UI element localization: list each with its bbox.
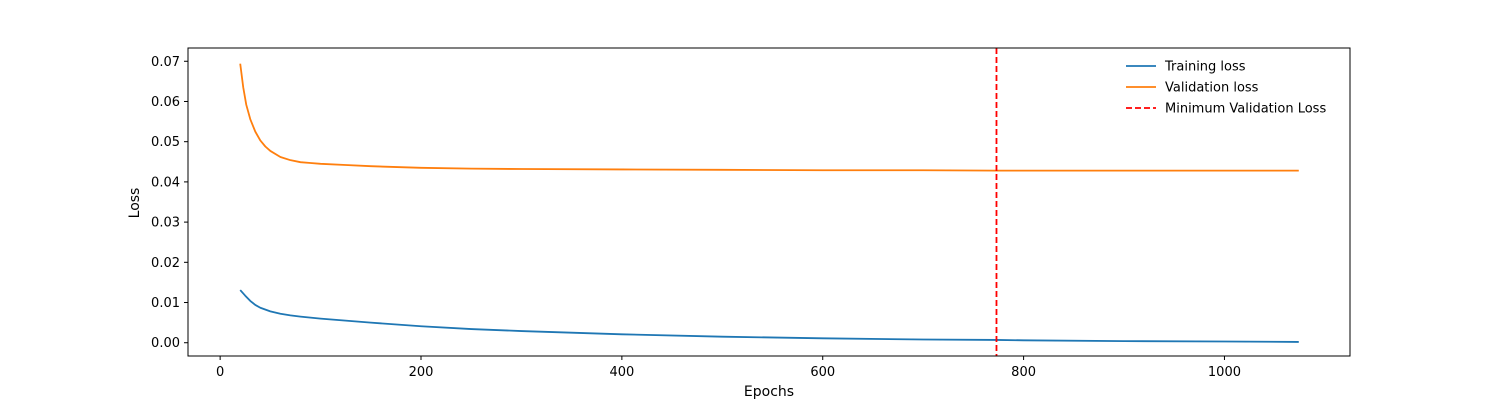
y-tick-label: 0.07 xyxy=(151,55,180,70)
x-tick-label: 400 xyxy=(609,365,634,380)
legend-label: Training loss xyxy=(1164,60,1246,75)
plot-frame xyxy=(187,47,1351,357)
y-tick-label: 0.05 xyxy=(151,135,180,150)
legend-label: Minimum Validation Loss xyxy=(1165,102,1326,117)
legend-label: Validation loss xyxy=(1165,81,1259,96)
y-tick-label: 0.04 xyxy=(151,175,180,190)
x-tick-label: 800 xyxy=(1011,365,1036,380)
y-tick-label: 0.01 xyxy=(151,296,180,311)
x-tick-label: 200 xyxy=(409,365,434,380)
x-tick-label: 600 xyxy=(810,365,835,380)
x-tick-label: 0 xyxy=(216,365,224,380)
training-loss-line xyxy=(239,289,1299,343)
x-tick-label: 1000 xyxy=(1208,365,1241,380)
validation-loss-line xyxy=(239,63,1299,172)
y-tick-label: 0.03 xyxy=(151,216,180,231)
y-tick-label: 0.02 xyxy=(151,256,180,271)
y-tick-label: 0.06 xyxy=(151,95,180,110)
x-axis-label: Epochs xyxy=(744,384,794,400)
y-axis: 0.00 0.01 0.02 0.03 0.04 0.05 0.06 0.07 xyxy=(151,55,188,351)
y-tick-label: 0.00 xyxy=(151,336,180,351)
plot-area xyxy=(239,48,1299,356)
legend: Training loss Validation loss Minimum Vali… xyxy=(1126,60,1326,117)
y-axis-label: Loss xyxy=(127,188,143,219)
x-axis: 0 200 400 600 800 1000 xyxy=(216,356,1241,380)
